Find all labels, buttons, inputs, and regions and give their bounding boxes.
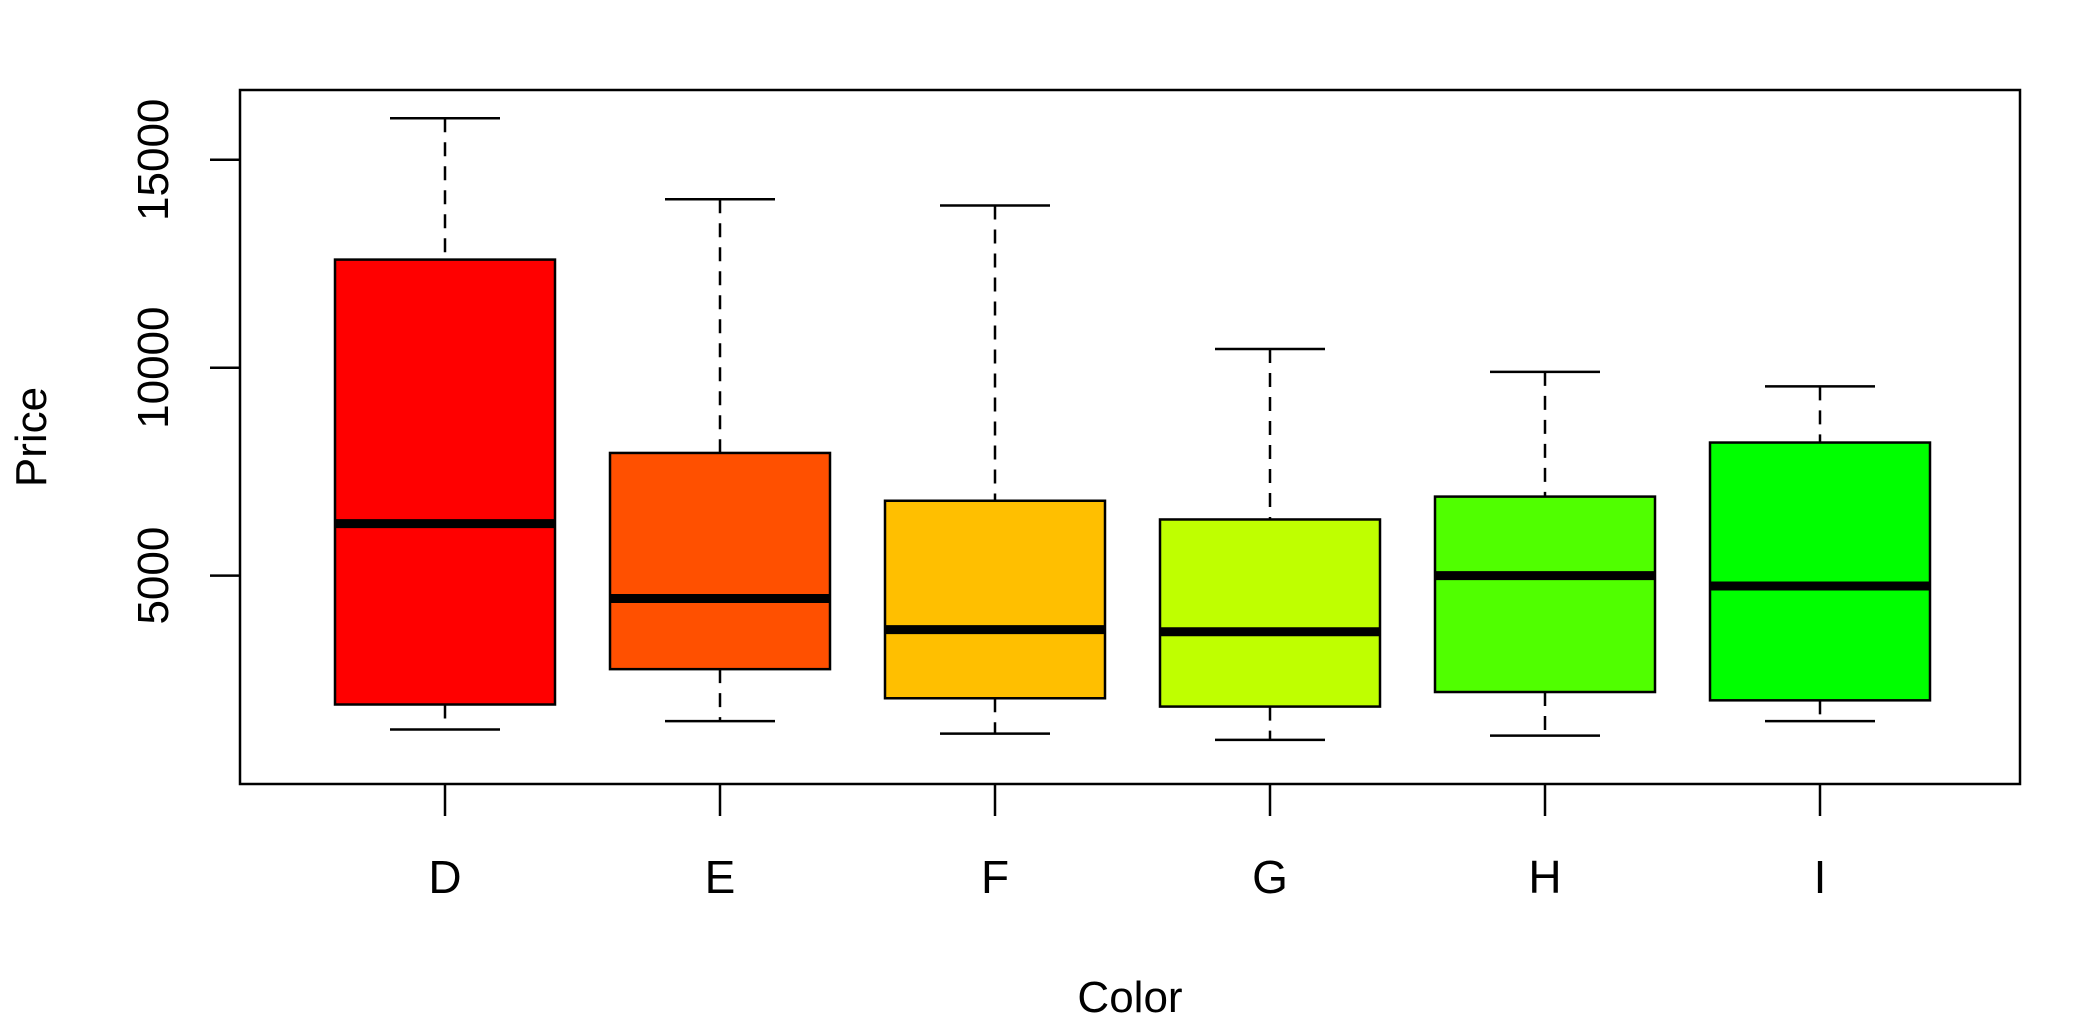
x-tick-label: D	[428, 851, 461, 903]
iqr-box	[608, 451, 832, 671]
y-tick-label: 15000	[129, 99, 178, 221]
y-tick-label: 10000	[129, 307, 178, 429]
y-tick-label: 5000	[129, 527, 178, 625]
box-group-g	[1158, 347, 1382, 742]
iqr-box	[1158, 518, 1382, 708]
iqr-box	[1433, 495, 1657, 694]
box-group-h	[1433, 370, 1657, 737]
x-axis: D E F G H I	[428, 784, 1826, 903]
box-group-i	[1708, 385, 1932, 723]
box-group-e	[608, 198, 832, 723]
y-axis: 5000 10000 15000	[129, 99, 240, 625]
x-tick-label: H	[1528, 851, 1561, 903]
x-tick-label: E	[705, 851, 736, 903]
x-tick-label: I	[1814, 851, 1827, 903]
iqr-box	[883, 499, 1107, 700]
x-tick-label: G	[1252, 851, 1288, 903]
box-group-d	[333, 116, 557, 731]
plot-frame	[238, 88, 2022, 786]
box-group-f	[883, 204, 1107, 735]
iqr-box	[333, 258, 557, 706]
y-axis-title: Price	[7, 387, 56, 487]
iqr-box	[1708, 441, 1932, 702]
x-axis-title: Color	[1077, 973, 1182, 1020]
x-tick-label: F	[981, 851, 1009, 903]
boxes-layer	[333, 116, 1932, 742]
